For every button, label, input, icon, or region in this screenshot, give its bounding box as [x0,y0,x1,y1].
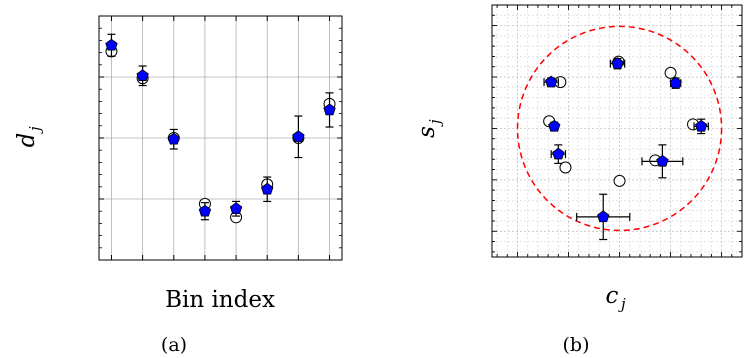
panel-a-grid [99,15,342,261]
panel-b-caption: (b) [563,334,590,356]
panel-b-y-axis-label-sub: j [426,119,444,127]
panel-a-pentagon-point [323,103,336,116]
panel-a-pentagon-point [136,69,149,82]
panel-b-open-circle-point [613,174,626,187]
panel-b-x-axis-label-sub: j [618,295,626,313]
panel-b-x-axis-label-main: c [606,283,619,309]
panel-b-pentagon-point [548,119,561,132]
panel-a-ticks [99,15,342,261]
panel-b-marks [543,55,709,241]
panel-b-pentagon-point [545,75,558,88]
panel-a-pentagon-point [229,202,243,215]
panel-b-pentagon-point [695,119,708,132]
panel-b-ticks [492,5,742,257]
panel-b-open-circle-point [664,66,677,79]
panel-a-pentagon-point [292,130,305,143]
panel-a: Bin index d j (a) [14,15,343,356]
panel-a-y-axis-label-sub: j [26,126,44,134]
panel-a-pentagon-point [167,132,180,145]
panel-b-y-axis-label-main: s [414,126,440,138]
unit-circle [516,25,723,232]
panel-b-pentagon-point [552,147,565,160]
panel-a-pentagon-point [261,182,274,195]
panel-b-pentagon-point [611,57,624,69]
panel-a-pentagon-point [198,204,212,217]
panel-a-marks [105,33,336,224]
panel-b-frame [491,4,743,258]
panel-b-x-axis-label: c j [606,283,626,313]
panel-a-y-axis-label: d j [14,126,44,147]
panel-b: c j s j (b) [414,4,743,356]
panel-a-x-axis-label: Bin index [165,287,275,313]
panel-a-y-axis-label-main: d [14,133,40,148]
panel-a-pentagon-point [105,38,118,51]
panel-b-pentagon-point [597,210,610,223]
panel-b-pentagon-point [669,76,682,89]
panel-b-pentagon-point [656,154,669,167]
panel-b-open-circle-point [559,161,572,174]
panel-b-y-axis-label: s j [414,119,444,138]
panel-a-caption: (a) [161,334,187,356]
